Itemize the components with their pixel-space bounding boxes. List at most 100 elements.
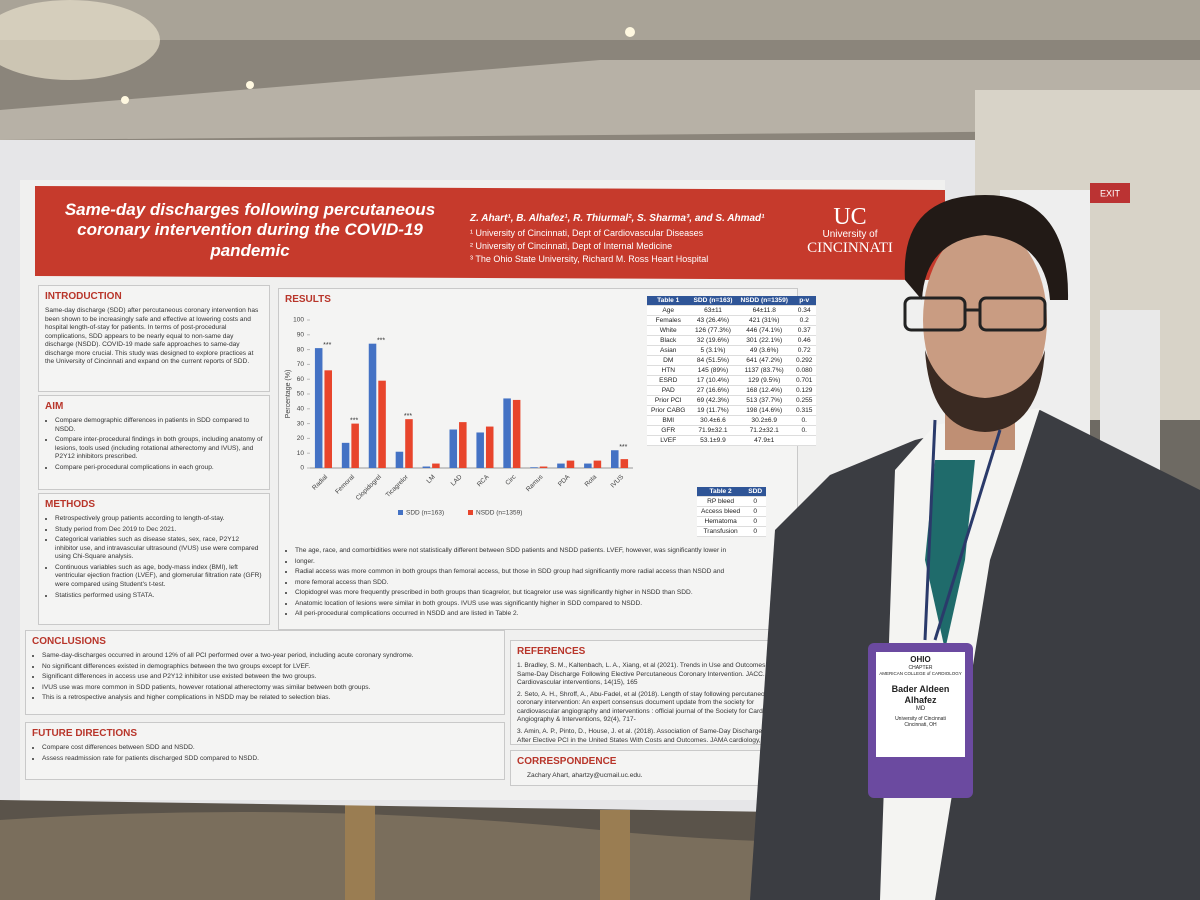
bar (432, 463, 440, 468)
cell (791, 435, 817, 446)
exit-sign: EXIT (1100, 188, 1121, 198)
row: LVEF 53.1±9.9 47.9±1 (647, 435, 817, 446)
list-item: Significant differences in access use an… (42, 673, 498, 682)
cell: BMI (647, 415, 690, 426)
badge-chapter: OHIO (910, 655, 931, 664)
bar (476, 432, 484, 468)
list-item: Statistics performed using STATA. (55, 592, 263, 601)
bar (324, 370, 332, 468)
affiliation: ¹ University of Cincinnati, Dept of Card… (470, 227, 704, 238)
cell: 0.46 (791, 335, 817, 346)
cell: White (647, 325, 690, 336)
list: The age, race, and comorbidities were no… (285, 547, 795, 621)
affiliation: ² University of Cincinnati, Dept of Inte… (470, 240, 673, 251)
y-tick-label: 90 (297, 332, 305, 339)
heading: METHODS (45, 499, 95, 510)
cell: 446 (74.1%) (736, 325, 792, 336)
header-row: Table 2 SDD (697, 487, 767, 497)
list-item: Compare peri-procedural complications in… (55, 464, 263, 473)
cell: 30.2±6.9 (736, 415, 792, 426)
cell: 0.255 (791, 395, 817, 406)
name-badge: OHIO CHAPTER AMERICAN COLLEGE of CARDIOL… (876, 655, 965, 728)
row: Females 43 (26.4%) 421 (31%) 0.2 (647, 315, 817, 326)
cell: Prior CABG (647, 405, 690, 416)
cell: 49 (3.6%) (736, 345, 792, 356)
row: Prior CABG 19 (11.7%) 198 (14.6%) 0.315 (647, 405, 817, 416)
row: Black 32 (19.6%) 301 (22.1%) 0.46 (647, 335, 817, 346)
cell: 1137 (83.7%) (736, 365, 792, 376)
cell: 63±11 (689, 305, 737, 316)
list-item: Clopidogrel was more frequently prescrib… (295, 589, 795, 598)
cell: 47.9±1 (736, 435, 792, 446)
bar (503, 398, 511, 468)
row: White 126 (77.3%) 446 (74.1%) 0.37 (647, 325, 817, 336)
significance-marker: *** (377, 338, 385, 345)
cell: 0.129 (791, 385, 817, 396)
significance-marker: *** (323, 342, 331, 349)
cell: Transfusion (697, 526, 745, 537)
bar (395, 451, 404, 468)
x-tick-label: LM (425, 474, 436, 485)
list: Compare demographic differences in patie… (45, 417, 263, 472)
heading: FUTURE DIRECTIONS (32, 728, 137, 739)
references: REFERENCES 1. Bradley, S. M., Kaltenbach,… (510, 640, 780, 745)
cell: 0.34 (791, 305, 817, 316)
row: Hematoma 0 (697, 516, 767, 527)
header-row: Table 1 SDD (n=163) NSDD (n=1359) p-v (647, 296, 817, 306)
cell: 301 (22.1%) (736, 335, 792, 346)
significance-marker: *** (350, 417, 358, 424)
introduction: INTRODUCTION Same-day discharge (SDD) aft… (38, 285, 270, 392)
paragraph: Zachary Ahart, ahartzy@ucmail.uc.edu. (527, 772, 643, 779)
list-item: Same-day-discharges occurred in around 1… (42, 652, 498, 661)
row: GFR 71.9±32.1 71.2±32.1 0. (647, 425, 817, 436)
cell: ESRD (647, 375, 690, 386)
heading: RESULTS (285, 294, 331, 305)
list-item: Compare inter-procedural findings in bot… (55, 436, 263, 462)
cell: RP bleed (697, 496, 745, 507)
header-cell: Table 2 (697, 487, 745, 497)
row: BMI 30.4±6.6 30.2±6.9 0. (647, 415, 817, 426)
cell: 30.4±6.6 (689, 415, 737, 426)
list-item: All peri-procedural complications occurr… (295, 610, 795, 619)
list: Retrospectively group patients according… (45, 515, 263, 600)
poster-title: Same-day discharges following percutaneo… (64, 200, 436, 260)
cell: 0.292 (791, 355, 817, 366)
future-directions: FUTURE DIRECTIONS Compare cost difference… (25, 722, 505, 780)
correspondence: CORRESPONDENCE Zachary Ahart, ahartzy@ucm… (510, 750, 780, 786)
heading: AIM (45, 401, 64, 412)
cell: 27 (16.6%) (689, 385, 737, 396)
list-item: This is a retrospective analysis and hig… (42, 694, 498, 703)
bar (512, 399, 521, 468)
cell: LVEF (647, 435, 690, 446)
cell: 168 (12.4%) (736, 385, 792, 396)
bar (378, 380, 386, 468)
heading: CONCLUSIONS (32, 636, 106, 647)
bar (611, 450, 619, 468)
badge-affiliation: University of Cincinnati (895, 715, 946, 722)
list-item: Study period from Dec 2019 to Dec 2021. (55, 526, 263, 535)
cell: 0 (744, 496, 767, 507)
bar (620, 459, 629, 468)
cell: 71.2±32.1 (736, 425, 792, 436)
header-cell: NSDD (n=1359) (736, 296, 792, 306)
cell: Hematoma (697, 516, 745, 527)
cell: 0.72 (791, 345, 817, 356)
legend-swatch (468, 510, 473, 515)
cell: Asian (647, 345, 690, 356)
cell: 0 (744, 516, 767, 527)
logo: UC University of CINCINNATI (790, 205, 910, 257)
badge-chapter-sub: CHAPTER (908, 664, 933, 671)
conclusions: CONCLUSIONS Same-day-discharges occurred … (25, 630, 505, 715)
bar (368, 343, 377, 468)
header-cell: Table 1 (647, 296, 690, 306)
heading: REFERENCES (517, 646, 586, 657)
list-item: No significant differences existed in de… (42, 663, 498, 672)
table-2: Table 2 SDD RP bleed 0 Access bleed 0 Hematoma… (697, 487, 767, 537)
logo-mark: UC (833, 204, 867, 230)
y-tick-label: 40 (297, 406, 305, 413)
y-tick-label: 10 (297, 450, 305, 457)
legend-label: NSDD (n=1359) (476, 510, 522, 517)
row: PAD 27 (16.6%) 168 (12.4%) 0.129 (647, 385, 817, 396)
